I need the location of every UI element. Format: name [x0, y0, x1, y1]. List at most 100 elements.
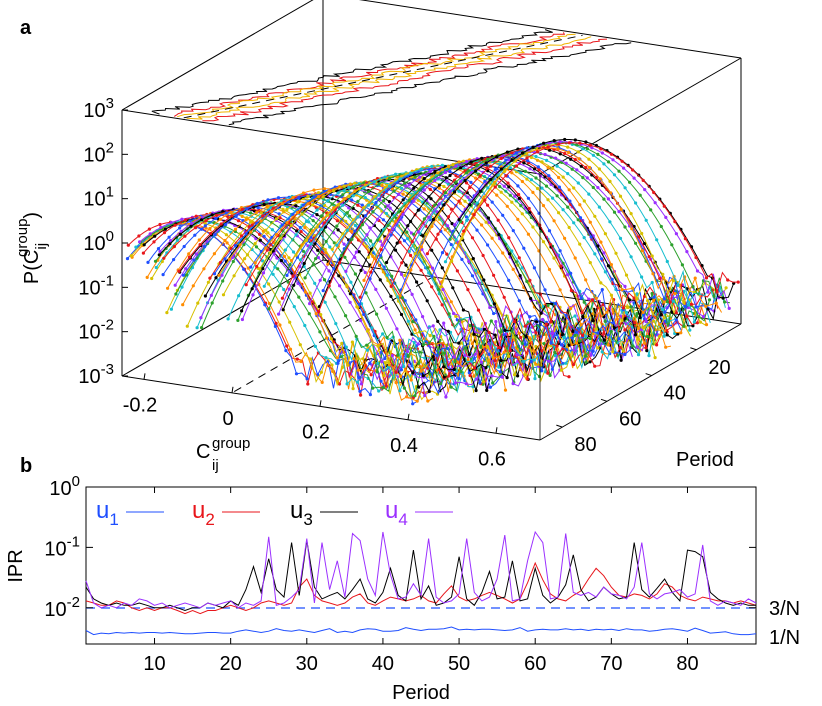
distribution-point [635, 345, 639, 349]
distribution-point [439, 172, 443, 176]
distribution-point [165, 311, 169, 315]
distribution-point [146, 260, 150, 264]
distribution-point [693, 276, 697, 280]
distribution-point [520, 179, 525, 184]
distribution-point [326, 199, 330, 203]
distribution-point [344, 199, 349, 203]
distribution-point [736, 280, 740, 284]
distribution-point [721, 296, 725, 300]
distribution-point [493, 358, 497, 363]
distribution-point [528, 167, 532, 171]
distribution-point [234, 214, 238, 218]
distribution-point [401, 198, 405, 202]
distribution-point [406, 319, 410, 323]
distribution-point [567, 141, 571, 145]
distribution-point [454, 238, 458, 242]
box-edge [539, 323, 742, 441]
distribution-point [507, 236, 511, 240]
distribution-point [517, 196, 522, 200]
distribution-point [567, 375, 571, 379]
distribution-point [587, 192, 591, 196]
distribution-point [484, 161, 488, 165]
distribution-point [600, 350, 604, 354]
distribution-point [440, 266, 444, 270]
distribution-point [584, 278, 588, 282]
distribution-point [694, 255, 698, 260]
distribution-point [448, 190, 452, 194]
distribution-point [377, 389, 381, 393]
distribution-point [479, 345, 483, 349]
distribution-point [381, 386, 385, 390]
distribution-point [261, 267, 265, 271]
distribution-point [392, 189, 396, 193]
distribution-point [270, 228, 274, 232]
distribution-point [375, 312, 379, 316]
distribution-point [617, 337, 621, 341]
z-tick-label: 103 [83, 95, 114, 122]
distribution-point [301, 191, 306, 195]
distribution-point [304, 219, 309, 223]
distribution-point [259, 211, 263, 215]
distribution-point [674, 311, 678, 315]
distribution-point [466, 195, 470, 199]
distribution-point [513, 373, 517, 377]
distribution-point [419, 245, 423, 249]
distribution-point [452, 311, 456, 316]
distribution-point [250, 287, 254, 291]
distribution-point [590, 146, 594, 150]
distribution-point [682, 324, 686, 328]
distribution-point [240, 317, 244, 322]
distribution-point [468, 324, 472, 328]
distribution-point [637, 235, 641, 239]
distribution-point [315, 225, 319, 229]
distribution-point [559, 368, 564, 372]
distribution-point [435, 353, 439, 357]
distribution-point [308, 291, 312, 295]
distribution-point [261, 259, 265, 263]
distribution-point [466, 288, 470, 292]
distribution-point [286, 200, 290, 204]
distribution-point [470, 274, 475, 278]
contour-line [151, 29, 553, 115]
z-tick-label: 10-1 [78, 272, 114, 299]
distribution-point [388, 206, 392, 210]
z-tick-label: 10-3 [78, 361, 114, 388]
panel-b-legend: u1 u2 u3 u4 [96, 497, 453, 529]
distribution-point [371, 386, 375, 390]
distribution-point [576, 181, 580, 185]
distribution-point [572, 348, 576, 352]
distribution-point [374, 287, 378, 291]
distribution-point [353, 272, 357, 276]
distribution-point [386, 223, 390, 227]
distribution-point [487, 352, 491, 356]
distribution-point [533, 377, 537, 381]
distribution-point [652, 298, 656, 303]
distribution-point [396, 295, 400, 299]
z-tick-label: 102 [83, 139, 114, 166]
distribution-point [369, 270, 373, 274]
distribution-point [427, 195, 431, 199]
distribution-point [323, 203, 327, 207]
distribution-point [655, 238, 659, 242]
distribution-point [388, 176, 392, 181]
distribution-point [313, 281, 317, 285]
distribution-point [337, 274, 341, 278]
distribution-point [370, 326, 374, 330]
distribution-point [588, 143, 593, 147]
x-tick-label: 0.4 [390, 435, 418, 457]
distribution-point [549, 320, 553, 324]
distribution-point [354, 250, 358, 254]
distribution-point [405, 230, 409, 234]
distribution-point [575, 143, 579, 147]
distribution-point [432, 334, 436, 338]
distribution-point [553, 354, 558, 358]
distribution-point [425, 252, 429, 256]
x-label-sup: group [212, 435, 250, 452]
distribution-point [310, 300, 314, 304]
distribution-point [276, 267, 280, 271]
distribution-point [517, 299, 521, 303]
distribution-point [520, 341, 524, 345]
distribution-point [359, 268, 363, 272]
distribution-point [665, 259, 669, 264]
distribution-point [330, 202, 334, 206]
